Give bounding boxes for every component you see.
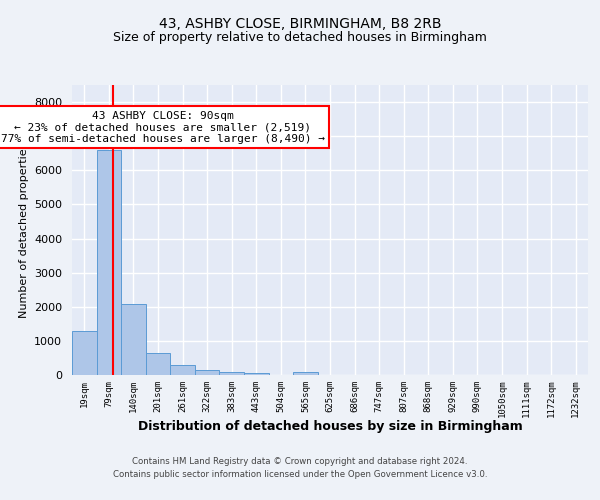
Bar (170, 365, 195, 375)
Bar (97, 150, 121, 375)
Text: 43 ASHBY CLOSE: 90sqm
← 23% of detached houses are smaller (2,519)
77% of semi-d: 43 ASHBY CLOSE: 90sqm ← 23% of detached … (1, 110, 325, 144)
Text: Contains public sector information licensed under the Open Government Licence v3: Contains public sector information licen… (113, 470, 487, 479)
Bar (195, 370, 220, 375)
Bar (146, 353, 170, 375)
Y-axis label: Number of detached properties: Number of detached properties (19, 142, 29, 318)
Bar (293, 372, 318, 375)
Bar (220, 372, 244, 375)
Bar (121, 304, 146, 375)
Bar (244, 374, 269, 375)
Text: 43, ASHBY CLOSE, BIRMINGHAM, B8 2RB: 43, ASHBY CLOSE, BIRMINGHAM, B8 2RB (159, 18, 441, 32)
Text: Contains HM Land Registry data © Crown copyright and database right 2024.: Contains HM Land Registry data © Crown c… (132, 458, 468, 466)
X-axis label: Distribution of detached houses by size in Birmingham: Distribution of detached houses by size … (137, 420, 523, 434)
Bar (72, 330, 97, 375)
Text: Size of property relative to detached houses in Birmingham: Size of property relative to detached ho… (113, 31, 487, 44)
